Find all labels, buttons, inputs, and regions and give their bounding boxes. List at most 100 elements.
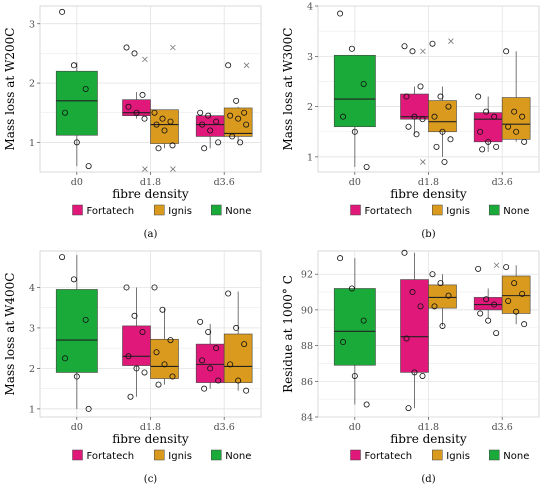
data-point [167, 337, 174, 344]
data-point [155, 381, 162, 388]
data-point [411, 113, 418, 120]
data-point [141, 115, 148, 122]
legend: Fortatech Ignis None [350, 449, 529, 462]
box-iqr [501, 97, 531, 140]
data-point [241, 109, 248, 116]
data-point [437, 93, 444, 100]
box-d0-none [55, 8, 98, 170]
data-point [431, 303, 438, 310]
legend-label-none: None [503, 451, 529, 462]
data-point [227, 361, 234, 368]
legend-swatch-fortatech [72, 449, 83, 461]
data-point [445, 103, 452, 110]
legend-swatch-fortatech [72, 204, 83, 216]
data-point [125, 103, 132, 110]
box-d1.8-fortatech [400, 249, 429, 412]
y-tick-label: 4 [29, 283, 35, 294]
x-tick-label: d0 [349, 422, 361, 433]
legend-label-fortatech: Fortatech [87, 206, 135, 217]
panel-caption: (c) [144, 474, 158, 485]
data-point [439, 322, 446, 329]
box-d3.6-ignis [223, 62, 253, 146]
box-d3.6-fortatech [195, 109, 225, 152]
panel-caption: (b) [421, 229, 435, 240]
box-d0-none [55, 254, 98, 412]
data-point [360, 317, 367, 324]
data-point [70, 62, 77, 69]
y-tick-label: 3 [29, 323, 35, 334]
y-tick-label: 86 [301, 377, 313, 388]
x-tick-label: d3.6 [214, 177, 235, 188]
data-point [405, 123, 412, 130]
data-point [493, 330, 500, 337]
data-point [485, 138, 492, 145]
box-iqr [400, 279, 429, 373]
data-point [521, 321, 528, 328]
chart-panel-0: 1 2 3 d0 d1.8 d3.6 fibre density Mass loss at W… [3, 5, 262, 240]
x-tick-label: d3.6 [492, 177, 513, 188]
y-tick-label: 4 [307, 2, 313, 13]
data-point [201, 385, 208, 392]
x-tick-label: d0 [71, 177, 83, 188]
data-point [429, 271, 436, 278]
box-d3.6-ignis [223, 290, 253, 394]
data-point [151, 284, 158, 291]
legend-label-fortatech: Fortatech [87, 451, 135, 462]
data-point [491, 301, 498, 308]
box-d1.8-fortatech [122, 284, 151, 400]
data-point [133, 365, 140, 372]
x-tick-label: d0 [349, 177, 361, 188]
data-point [225, 62, 232, 69]
y-tick-label: 90 [301, 305, 313, 316]
y-tick-label: 3 [307, 52, 313, 63]
y-axis-label: Mass loss at W300C [281, 28, 295, 151]
data-point [153, 121, 160, 128]
data-point [479, 146, 486, 153]
data-point [337, 10, 344, 17]
y-tick-label: 2 [307, 102, 313, 113]
data-point [348, 45, 355, 52]
data-point [403, 335, 410, 342]
x-axis-label: fibre density [112, 187, 189, 201]
legend-swatch-fortatech [350, 449, 361, 461]
data-point [477, 310, 484, 317]
legend-label-fortatech: Fortatech [365, 206, 413, 217]
data-point [205, 328, 212, 335]
data-point [62, 109, 69, 116]
x-axis-label: fibre density [390, 432, 467, 446]
legend-label-ignis: Ignis [446, 206, 470, 217]
data-point [197, 318, 204, 325]
x-tick-label: d3.6 [214, 422, 235, 433]
data-point [351, 372, 358, 379]
data-point [73, 139, 80, 146]
data-point [243, 121, 250, 128]
chart-panel-3: 84 86 88 90 92 d0 d1.8 d3.6 fibre density Residue… [281, 249, 540, 485]
data-point [491, 113, 498, 120]
data-point [521, 138, 528, 145]
data-point [419, 116, 426, 123]
data-point [205, 112, 212, 119]
data-point [73, 373, 80, 380]
data-point [477, 128, 484, 135]
data-point [197, 109, 204, 116]
x-tick-label: d1.8 [418, 177, 439, 188]
data-point [82, 86, 89, 93]
data-point [519, 113, 526, 120]
data-point [125, 353, 132, 360]
data-point [475, 265, 482, 272]
data-point [213, 345, 220, 352]
data-point [363, 401, 370, 408]
box-d3.6-fortatech [473, 262, 503, 337]
box-d1.8-ignis [150, 44, 179, 172]
outlier-marker [170, 44, 176, 51]
data-point [445, 292, 452, 299]
box-d3.6-fortatech [195, 318, 225, 392]
data-point [485, 317, 492, 324]
data-point [127, 393, 134, 400]
y-tick-label: 1 [29, 404, 35, 415]
data-point [155, 145, 162, 152]
outlier-marker [170, 166, 176, 172]
data-point [199, 357, 206, 364]
data-point [59, 8, 66, 15]
data-point [235, 115, 242, 122]
